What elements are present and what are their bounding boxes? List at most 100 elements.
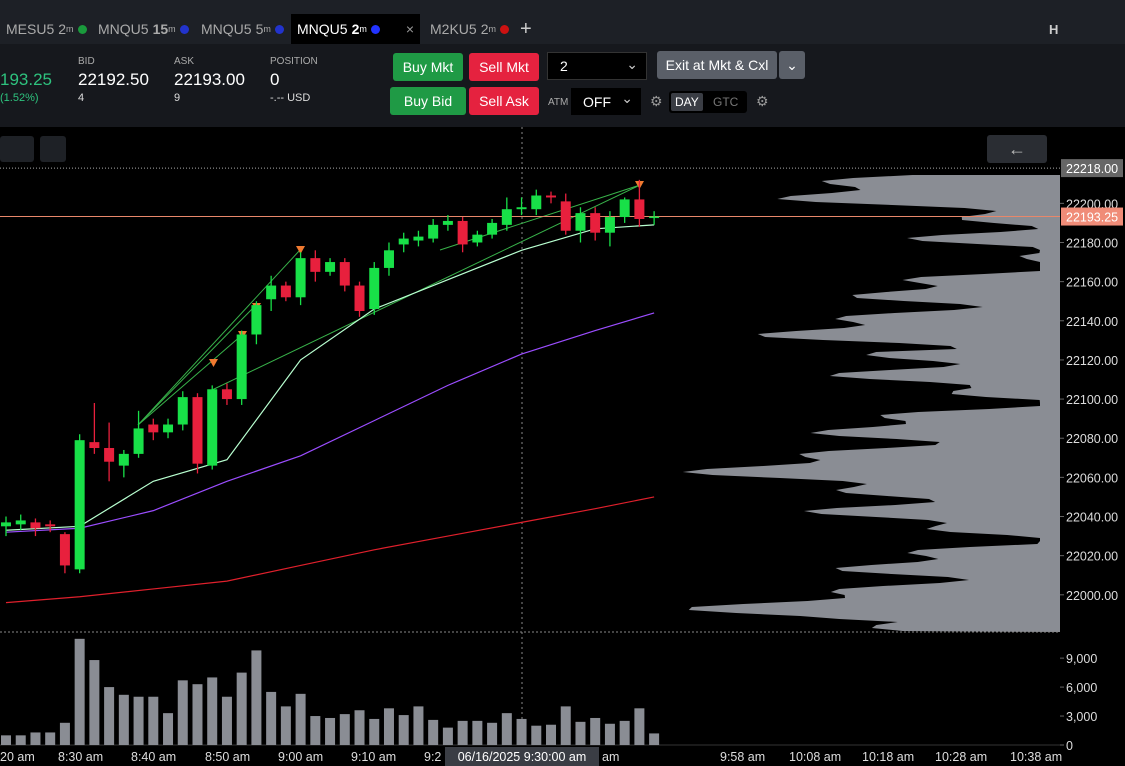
trend-line xyxy=(137,304,257,426)
tab-symbol: MNQU5 xyxy=(201,21,252,37)
tab-interval: 15 xyxy=(152,21,169,37)
x-tick-label: 8:40 am xyxy=(131,750,176,764)
y-tick-label: 22000.00 xyxy=(1066,589,1118,603)
pnl: -.-- USD xyxy=(270,92,311,104)
volume-bar xyxy=(501,713,512,745)
volume-profile xyxy=(682,175,1060,632)
tab[interactable]: MESU5 2 m xyxy=(0,14,93,44)
candle-body xyxy=(398,238,409,245)
volume-bar xyxy=(133,696,144,745)
volume-bar xyxy=(118,694,129,745)
volume-bar xyxy=(280,706,291,745)
candle-body xyxy=(575,213,586,231)
volume-bar xyxy=(634,708,645,745)
bid: 22192.50 xyxy=(78,70,149,89)
x-tick-label: 9:00 am xyxy=(278,750,323,764)
tab-dot xyxy=(77,24,87,34)
last-label: 22193.25 xyxy=(1066,211,1118,225)
tab[interactable]: M2KU5 2 m xyxy=(424,14,515,44)
tab[interactable]: MNQU5 2 m × xyxy=(291,14,421,44)
tab-interval: 5 xyxy=(255,21,264,37)
candle-body xyxy=(649,216,660,219)
buy-bid[interactable]: Buy Bid xyxy=(390,87,466,115)
candle-body xyxy=(251,305,262,335)
sell-mkt[interactable]: Sell Mkt xyxy=(469,53,539,81)
candle-body xyxy=(266,285,277,300)
candle-body xyxy=(516,207,527,210)
candle-body xyxy=(280,285,291,298)
volume-bar xyxy=(163,713,174,745)
volume-bar xyxy=(531,725,542,745)
y-tick-label: 22040.00 xyxy=(1066,511,1118,525)
y-tick-label: 22020.00 xyxy=(1066,550,1118,564)
atm-value: OFF xyxy=(583,94,611,110)
add-tab[interactable]: + xyxy=(520,18,532,40)
candle-body xyxy=(354,285,365,311)
day[interactable]: DAY xyxy=(671,93,703,111)
chart-tools[interactable] xyxy=(0,136,34,162)
volume-bar xyxy=(251,650,262,745)
sell-ask[interactable]: Sell Ask xyxy=(469,87,539,115)
crosshair-label-bg xyxy=(445,747,599,766)
volume-bar xyxy=(266,691,277,745)
volume-bar xyxy=(339,714,350,745)
y-tick-label: 22140.00 xyxy=(1066,315,1118,329)
ask-label: ASK xyxy=(174,56,195,67)
candle-body xyxy=(546,195,557,198)
volume-bar xyxy=(457,720,468,745)
x-tick-label: 20 am xyxy=(0,750,35,764)
high-label: 22218.00 xyxy=(1066,162,1118,176)
tab-unit: m xyxy=(66,24,74,34)
x-tick-label: 9:58 am xyxy=(720,750,765,764)
gtc[interactable]: GTC xyxy=(713,95,739,109)
volume-bar xyxy=(619,720,630,745)
gear[interactable]: ⚙ xyxy=(756,93,769,109)
candle-body xyxy=(163,424,174,433)
candle-body xyxy=(339,262,350,286)
candle-body xyxy=(74,440,85,570)
exit[interactable]: Exit at Mkt & Cxl xyxy=(657,51,777,79)
candle-body xyxy=(15,520,26,525)
candle-body xyxy=(413,236,424,241)
volume-bar xyxy=(546,724,557,745)
volume-bar xyxy=(442,727,453,745)
volume-bar xyxy=(310,716,321,745)
tab-interval: 2 xyxy=(58,21,67,37)
volume-tick-label: 0 xyxy=(1066,739,1073,753)
buy-mkt[interactable]: Buy Mkt xyxy=(393,53,463,81)
volume-bar xyxy=(1,735,11,745)
x-tick-label: 8:50 am xyxy=(205,750,250,764)
tab-close[interactable]: × xyxy=(405,21,415,37)
crosshair-label: 06/16/2025 9:30:00 am xyxy=(458,750,587,764)
volume-bar xyxy=(413,706,424,745)
tab[interactable]: MNQU5 15 m xyxy=(92,14,195,44)
tab[interactable]: MNQU5 5 m xyxy=(195,14,290,44)
atm-select[interactable]: OFF ⌄ xyxy=(571,88,641,115)
candle-body xyxy=(501,209,512,225)
volume-bar xyxy=(516,718,527,745)
exit-menu[interactable]: ⌄ xyxy=(779,51,805,79)
candle-body xyxy=(369,267,380,310)
back-button[interactable] xyxy=(987,135,1047,163)
candle-body xyxy=(531,195,542,210)
candle-body xyxy=(560,201,571,231)
gear[interactable]: ⚙ xyxy=(650,93,663,109)
volume-bar xyxy=(487,722,498,745)
high-label-bg xyxy=(1061,159,1123,178)
tab-dot xyxy=(179,24,189,34)
y-tick-label: 22080.00 xyxy=(1066,432,1118,446)
candle-body xyxy=(221,389,232,400)
candle-body xyxy=(428,224,439,239)
header-right[interactable]: H xyxy=(1049,22,1059,37)
candle-body xyxy=(590,213,601,233)
volume-bar xyxy=(148,696,159,745)
chart-tool[interactable] xyxy=(40,136,66,162)
quantity[interactable]: 2 ⌄ xyxy=(547,52,647,80)
volume-bar xyxy=(236,672,247,745)
volume-bar xyxy=(354,710,365,745)
candle-body xyxy=(383,250,394,268)
trend-line xyxy=(137,334,243,426)
tab-dot xyxy=(370,24,380,34)
volume-bar xyxy=(604,723,615,745)
candle-body xyxy=(310,258,321,272)
